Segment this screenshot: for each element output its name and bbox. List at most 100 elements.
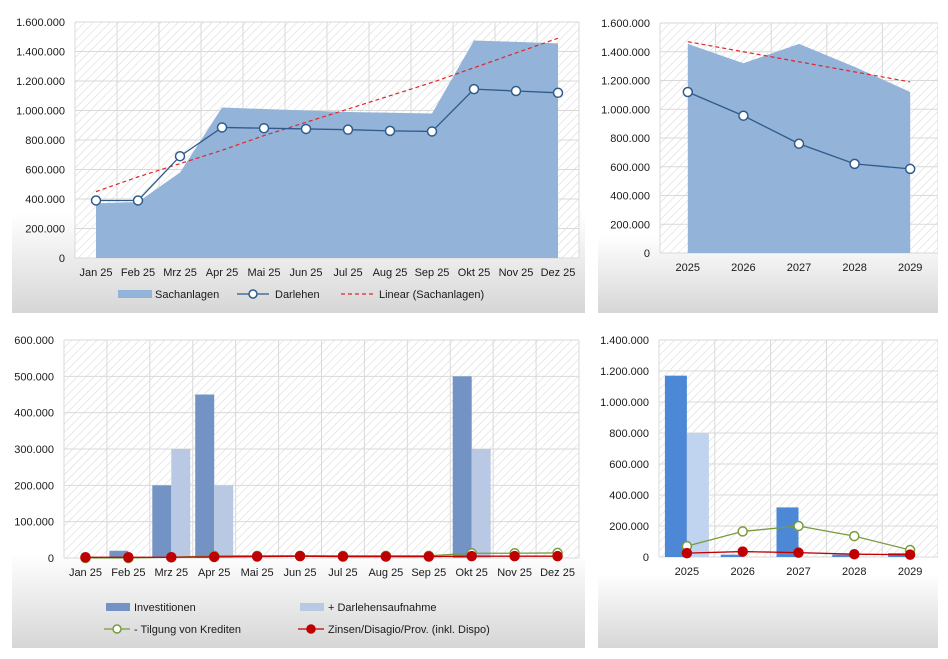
point-zinsen <box>904 549 916 560</box>
bar-darlehensaufnahme <box>471 449 491 558</box>
legend-swatch-darlehensaufnahme <box>300 603 324 611</box>
x-tick-label: 2025 <box>676 262 700 274</box>
x-tick-label: Mrz 25 <box>163 267 197 279</box>
bar-darlehensaufnahme <box>171 449 191 558</box>
y-tick-label: 800.000 <box>25 135 65 147</box>
y-tick-label: 600.000 <box>14 335 54 347</box>
y-tick-label: 800.000 <box>609 428 649 440</box>
point-zinsen <box>208 551 220 563</box>
y-tick-label: 1.400.000 <box>16 47 65 59</box>
y-tick-label: 0 <box>59 253 65 265</box>
x-tick-label: Mai 25 <box>247 267 280 279</box>
chart-panel-yearly-cashflow: 0 200.000 400.000 600.000 800.000 1.000.000 1.… <box>598 323 938 648</box>
bar-investitionen <box>152 485 172 558</box>
x-tick-label: Feb 25 <box>111 567 145 579</box>
legend-label-zinsen: Zinsen/Disagio/Prov. (inkl. Dispo) <box>328 624 490 636</box>
y-tick-label: 1.000.000 <box>601 104 650 116</box>
point-zinsen <box>793 547 804 558</box>
point-zinsen <box>509 550 520 562</box>
x-tick-label: Nov 25 <box>499 267 534 279</box>
y-tick-label: 100.000 <box>14 517 54 529</box>
chart-monthly-cashflow: 0 100.000 200.000 300.000 400.000 500.000 600.… <box>14 335 580 636</box>
chart-panel-monthly-assets: 0 200.000 400.000 600.000 800.000 1.000.000 1.… <box>12 10 585 313</box>
x-tick-label: Jun 25 <box>289 267 322 279</box>
y-tick-label: 200.000 <box>25 224 65 236</box>
legend-marker-zinsen <box>306 624 316 634</box>
point-darlehen <box>682 86 694 98</box>
point-darlehen <box>510 85 522 97</box>
y-tick-label: 300.000 <box>14 444 54 456</box>
x-tick-label: Jan 25 <box>79 267 112 279</box>
chart-panel-monthly-cashflow: 0 100.000 200.000 300.000 400.000 500.000 600.… <box>12 323 585 648</box>
legend-label-investitionen: Investitionen <box>134 602 196 614</box>
point-tilgung <box>737 526 748 537</box>
legend-swatch-investitionen <box>106 603 130 611</box>
x-tick-label: 2029 <box>898 566 922 578</box>
point-darlehen <box>468 83 480 95</box>
point-zinsen <box>123 552 134 563</box>
y-tick-label: 0 <box>48 553 54 565</box>
x-tick-label: Feb 25 <box>121 267 155 279</box>
x-tick-label: Apr 25 <box>198 567 230 579</box>
point-darlehen <box>552 87 564 99</box>
legend-label-darlehen: Darlehen <box>275 289 320 301</box>
point-darlehen <box>258 122 270 134</box>
x-tick-label: Jul 25 <box>328 567 357 579</box>
series-line-zinsen <box>85 555 558 558</box>
x-tick-label: Okt 25 <box>458 267 490 279</box>
point-zinsen <box>737 546 748 557</box>
point-zinsen <box>681 547 693 559</box>
point-darlehen <box>849 158 860 170</box>
trendline-sachanlagen <box>687 41 911 83</box>
panel-footer <box>12 553 585 648</box>
point-zinsen <box>423 551 435 562</box>
x-tick-label: Nov 25 <box>497 567 532 579</box>
y-tick-label: 400.000 <box>609 490 649 502</box>
x-tick-label: Sep 25 <box>415 267 450 279</box>
point-zinsen <box>251 551 263 562</box>
y-tick-label: 600.000 <box>25 165 65 177</box>
point-darlehen <box>738 110 749 121</box>
x-tick-label: Apr 25 <box>206 267 238 279</box>
y-tick-label: 600.000 <box>610 162 650 174</box>
x-tick-label: 2025 <box>675 566 699 578</box>
x-tick-label: Aug 25 <box>373 267 408 279</box>
y-tick-label: 1.400.000 <box>600 335 649 347</box>
legend-label-sachanlagen: Sachanlagen <box>155 289 219 301</box>
y-tick-label: 200.000 <box>609 521 649 533</box>
bar-investitionen <box>720 554 743 557</box>
chart-panel-yearly-assets: 0 200.000 400.000 600.000 800.000 1.000.000 1.… <box>598 10 938 313</box>
point-tilgung <box>849 530 860 542</box>
x-tick-label: Aug 25 <box>368 567 403 579</box>
x-tick-label: 2027 <box>787 262 811 274</box>
point-darlehen <box>90 195 102 206</box>
point-darlehen <box>174 150 186 162</box>
chart-monthly-assets: 0 200.000 400.000 600.000 800.000 1.000.000 1.… <box>16 17 580 301</box>
point-zinsen <box>337 551 349 562</box>
x-tick-label: Jun 25 <box>284 567 317 579</box>
point-zinsen <box>294 550 306 562</box>
x-tick-label: Mai 25 <box>241 567 274 579</box>
y-tick-label: 200.000 <box>14 480 54 492</box>
bar-darlehensaufnahme <box>686 433 709 557</box>
y-tick-label: 800.000 <box>610 133 650 145</box>
x-tick-label: 2028 <box>842 566 866 578</box>
y-tick-label: 1.600.000 <box>16 17 65 29</box>
point-darlehen <box>342 124 354 135</box>
bar-investitionen <box>195 394 215 558</box>
x-tick-label: Dez 25 <box>540 567 575 579</box>
y-tick-label: 0 <box>644 248 650 260</box>
y-tick-label: 200.000 <box>610 219 650 231</box>
point-zinsen <box>380 551 392 562</box>
point-darlehen <box>904 163 916 175</box>
x-tick-label: Jan 25 <box>69 567 102 579</box>
bar-investitionen <box>664 375 687 557</box>
legend-label-tilgung: - Tilgung von Krediten <box>134 624 241 636</box>
legend-marker-darlehen <box>248 289 258 299</box>
bar-investitionen <box>832 554 855 557</box>
x-tick-label: 2028 <box>842 262 866 274</box>
point-darlehen <box>384 125 396 137</box>
chart-yearly-cashflow: 0 200.000 400.000 600.000 800.000 1.000.000 1.… <box>600 335 938 578</box>
bar-darlehensaufnahme <box>214 485 234 558</box>
chart-yearly-assets: 0 200.000 400.000 600.000 800.000 1.000.000 1.… <box>601 18 938 274</box>
